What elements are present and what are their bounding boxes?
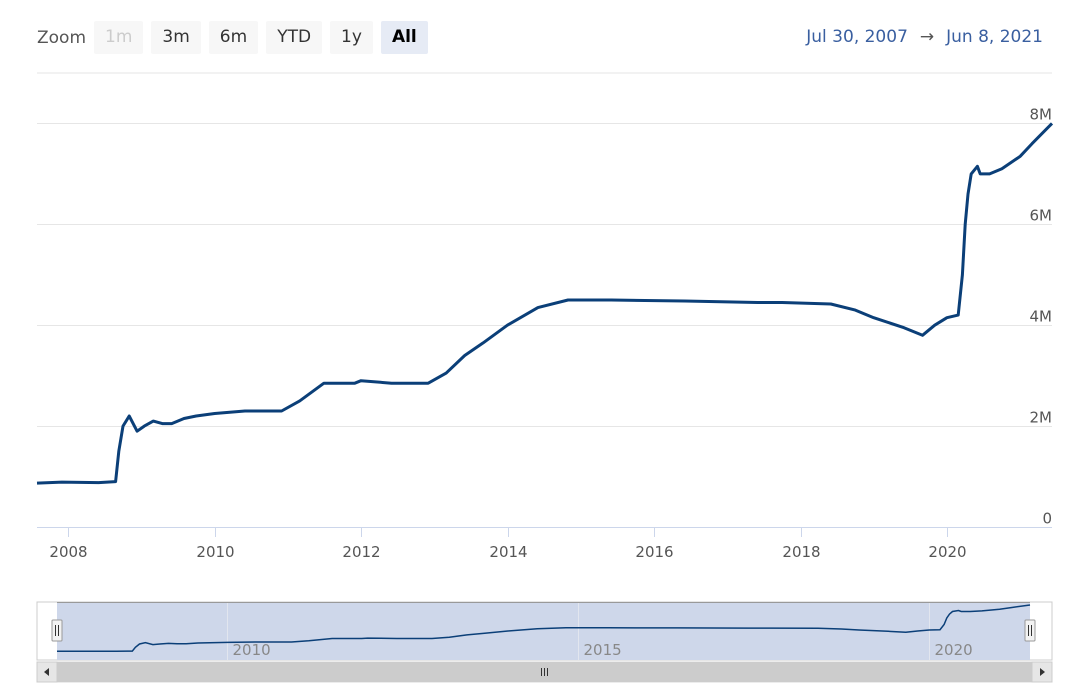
x-tick-label: 2012 bbox=[342, 543, 380, 561]
x-tick-label: 2020 bbox=[928, 543, 966, 561]
y-axis: 0 2M 4M 6M 8M bbox=[1030, 106, 1053, 528]
range-selector: Zoom 1m 3m 6m YTD 1y All bbox=[37, 21, 436, 54]
navigator[interactable]: 2010 2015 2020 bbox=[36, 601, 1053, 683]
x-tick-label: 2016 bbox=[635, 543, 673, 561]
navigator-right-handle[interactable] bbox=[1024, 619, 1036, 642]
navigator-tick-label: 2015 bbox=[584, 641, 622, 659]
grid-lines bbox=[37, 72, 1052, 427]
zoom-3m-button[interactable]: 3m bbox=[151, 21, 201, 54]
navigator-series-line bbox=[56, 604, 1031, 653]
zoom-all-button[interactable]: All bbox=[380, 21, 428, 54]
zoom-ytd-button[interactable]: YTD bbox=[266, 21, 323, 54]
series-line[interactable] bbox=[36, 122, 1054, 485]
x-axis: 2008 2010 2012 2014 2016 2018 2020 bbox=[37, 527, 1052, 561]
x-tick-label: 2018 bbox=[782, 543, 820, 561]
range-to[interactable]: Jun 8, 2021 bbox=[946, 27, 1043, 47]
y-tick-label: 2M bbox=[1030, 409, 1053, 427]
range-from[interactable]: Jul 30, 2007 bbox=[806, 27, 908, 47]
x-tick-label: 2014 bbox=[489, 543, 527, 561]
navigator-tick-label: 2010 bbox=[233, 641, 271, 659]
zoom-1m-button[interactable]: 1m bbox=[94, 21, 144, 54]
zoom-1y-button[interactable]: 1y bbox=[330, 21, 373, 54]
arrow-left-icon bbox=[44, 668, 49, 676]
y-tick-label: 8M bbox=[1030, 106, 1053, 124]
plot-area[interactable] bbox=[36, 122, 1054, 485]
x-tick-label: 2008 bbox=[49, 543, 87, 561]
x-tick-label: 2010 bbox=[196, 543, 234, 561]
navigator-tick-label: 2020 bbox=[935, 641, 973, 659]
range-arrow-icon: → bbox=[919, 27, 935, 47]
zoom-6m-button[interactable]: 6m bbox=[208, 21, 259, 54]
zoom-label: Zoom bbox=[37, 27, 87, 48]
y-tick-label: 0 bbox=[1042, 510, 1052, 528]
y-tick-label: 4M bbox=[1030, 308, 1053, 326]
date-range-display: Jul 30, 2007 → Jun 8, 2021 bbox=[806, 27, 1043, 47]
y-tick-label: 6M bbox=[1030, 207, 1053, 225]
navigator-left-handle[interactable] bbox=[51, 619, 63, 642]
arrow-right-icon bbox=[1040, 668, 1045, 676]
